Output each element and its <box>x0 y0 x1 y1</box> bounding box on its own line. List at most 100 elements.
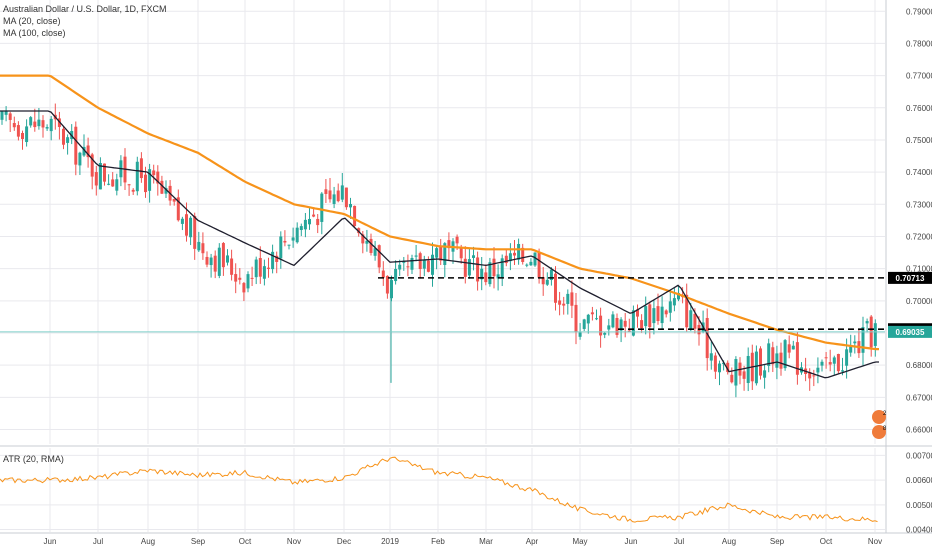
candle-body <box>90 154 94 177</box>
candle-body <box>29 117 33 126</box>
candle-body <box>492 258 496 277</box>
candle-body <box>652 308 656 324</box>
candle-body <box>234 274 238 282</box>
candle-body <box>463 258 467 277</box>
candle-body <box>242 283 246 293</box>
time-tick-label: Dec <box>337 537 351 546</box>
candle-body <box>402 261 406 263</box>
candle-body <box>189 217 193 238</box>
candle-body <box>336 190 340 202</box>
grid-lines <box>0 0 885 532</box>
time-tick-label: Jul <box>674 537 684 546</box>
candle-body <box>795 342 799 375</box>
candle-body <box>439 246 443 261</box>
candle-body <box>94 172 98 186</box>
candle-body <box>144 174 147 193</box>
candle-body <box>828 362 832 365</box>
candle-body <box>365 240 369 244</box>
candle-body <box>213 255 217 272</box>
candle-body <box>369 238 373 253</box>
candle-body <box>467 259 471 276</box>
candle-body <box>754 351 758 384</box>
candle-body <box>205 256 209 265</box>
candle-body <box>443 243 447 265</box>
candle-body <box>262 266 266 279</box>
ma20-line <box>0 110 879 379</box>
candle-body <box>349 204 352 208</box>
candle-body <box>160 180 164 194</box>
candle-body <box>82 146 86 156</box>
candle-body <box>201 243 205 254</box>
time-tick-label: Aug <box>141 537 155 546</box>
atr-legend-label[interactable]: ATR (20, RMA) <box>3 454 64 464</box>
candle-body <box>275 255 279 262</box>
candle-body <box>607 325 611 330</box>
candle-body <box>410 258 414 270</box>
event-count: 2 <box>883 411 887 417</box>
candle-body <box>385 275 389 294</box>
candle-body <box>808 372 812 379</box>
atr-line <box>0 456 878 523</box>
candle-body <box>562 303 566 306</box>
current-price-badge: 0.69035 <box>896 328 925 337</box>
candle-body <box>549 269 553 281</box>
candle-body <box>324 189 328 194</box>
candle-body <box>709 353 713 361</box>
candle-body <box>672 298 676 306</box>
candle-body <box>615 317 619 335</box>
candle-body <box>824 357 828 359</box>
candle-body <box>484 272 488 283</box>
candle-body <box>570 292 574 306</box>
candle-body <box>164 188 168 194</box>
candle-body <box>545 279 549 285</box>
ma100-line <box>0 74 879 351</box>
candle-body <box>668 301 672 313</box>
time-tick-label: Jun <box>625 537 638 546</box>
candle-body <box>566 293 570 304</box>
candle-body <box>33 121 37 128</box>
candle-body <box>156 171 160 184</box>
time-tick-label: Jun <box>44 537 57 546</box>
ma20-legend[interactable]: MA (20, close) <box>3 16 61 26</box>
candle-body <box>209 257 213 266</box>
candle-body <box>488 262 492 285</box>
candle-body <box>12 123 16 128</box>
candle-body <box>197 241 201 251</box>
candle-body <box>295 227 299 243</box>
candle-body <box>246 274 250 289</box>
candle-body <box>271 251 275 270</box>
candle-body <box>115 179 119 191</box>
candle-body <box>513 252 516 256</box>
candle-body <box>78 152 82 166</box>
candle-body <box>705 317 709 359</box>
candle-body <box>37 119 41 127</box>
candle-body <box>574 304 578 333</box>
candle-body <box>472 255 475 258</box>
time-tick-label: 2019 <box>381 537 399 546</box>
candle-body <box>406 266 410 268</box>
candle-body <box>41 120 45 128</box>
candle-body <box>221 243 225 268</box>
candle-body <box>816 367 820 373</box>
candle-body <box>554 273 557 303</box>
candle-body <box>185 214 188 236</box>
candle-body <box>230 258 234 275</box>
candle-body <box>344 187 348 208</box>
ma100-legend[interactable]: MA (100, close) <box>3 28 66 38</box>
resistance-level-badge-bg <box>888 271 932 284</box>
candle-body <box>525 264 529 266</box>
candle-body <box>152 170 156 176</box>
symbol-title[interactable]: Australian Dollar / U.S. Dollar, 1D, FXC… <box>3 4 167 14</box>
candle-body <box>258 258 262 277</box>
candle-body <box>361 234 365 244</box>
candle-body <box>250 277 254 279</box>
